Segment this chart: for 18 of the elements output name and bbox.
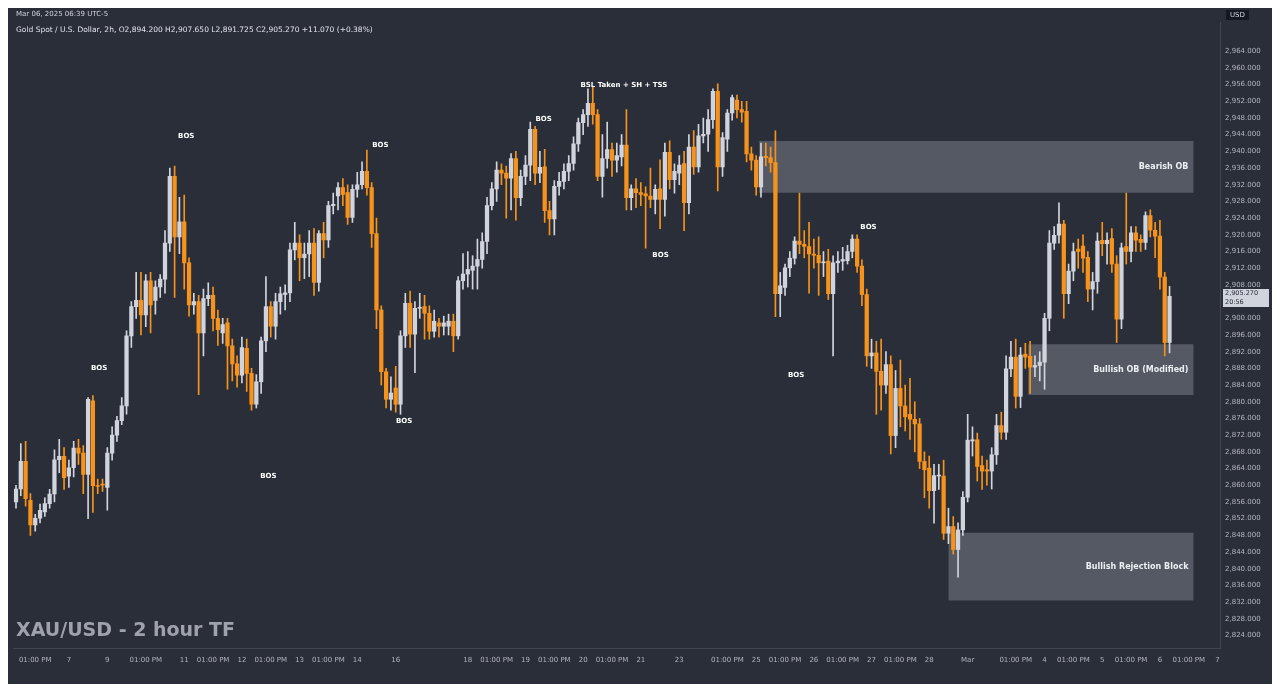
candlestick [1138, 234, 1143, 252]
candlestick [1100, 221, 1105, 257]
candlestick [984, 459, 990, 486]
band-label: Bearish OB [1138, 161, 1189, 171]
candlestick [1104, 232, 1110, 265]
text: XAU/USD - 2 hour TF [16, 618, 236, 640]
candlestick [806, 221, 812, 294]
candlestick [1124, 192, 1129, 265]
candlestick [436, 317, 442, 338]
candlestick [292, 221, 297, 261]
candlestick [907, 378, 913, 440]
candlestick [388, 376, 394, 411]
band-label: Bullish Rejection Block [1085, 561, 1190, 571]
candlestick [657, 159, 663, 229]
band-label: Bullish OB (Modified) [1093, 364, 1189, 374]
candlestick [191, 292, 196, 315]
candlestick [1076, 238, 1081, 269]
candlestick [138, 272, 144, 336]
